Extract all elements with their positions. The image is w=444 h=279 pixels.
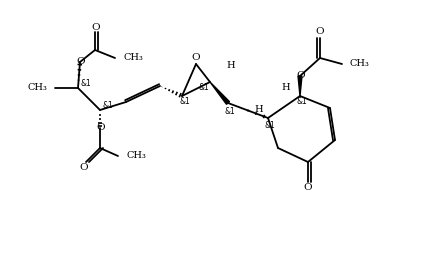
Text: H: H [254,105,263,114]
Polygon shape [210,82,230,104]
Text: &1: &1 [265,121,275,131]
Text: CH₃: CH₃ [123,54,143,62]
Text: O: O [97,124,105,133]
Text: O: O [304,184,312,193]
Text: &1: &1 [297,97,307,107]
Text: O: O [77,57,85,66]
Text: H: H [281,83,290,93]
Text: &1: &1 [103,100,113,109]
Text: CH₃: CH₃ [126,151,146,160]
Text: H: H [226,61,234,69]
Text: CH₃: CH₃ [350,59,370,69]
Text: &1: &1 [180,97,190,107]
Text: O: O [92,23,100,32]
Text: O: O [316,28,324,37]
Text: O: O [192,54,200,62]
Text: O: O [297,71,305,81]
Text: CH₃: CH₃ [27,83,47,93]
Text: &1: &1 [225,107,235,116]
Text: O: O [79,162,88,172]
Text: &1: &1 [81,78,91,88]
Polygon shape [298,76,302,96]
Text: &1: &1 [198,83,210,93]
